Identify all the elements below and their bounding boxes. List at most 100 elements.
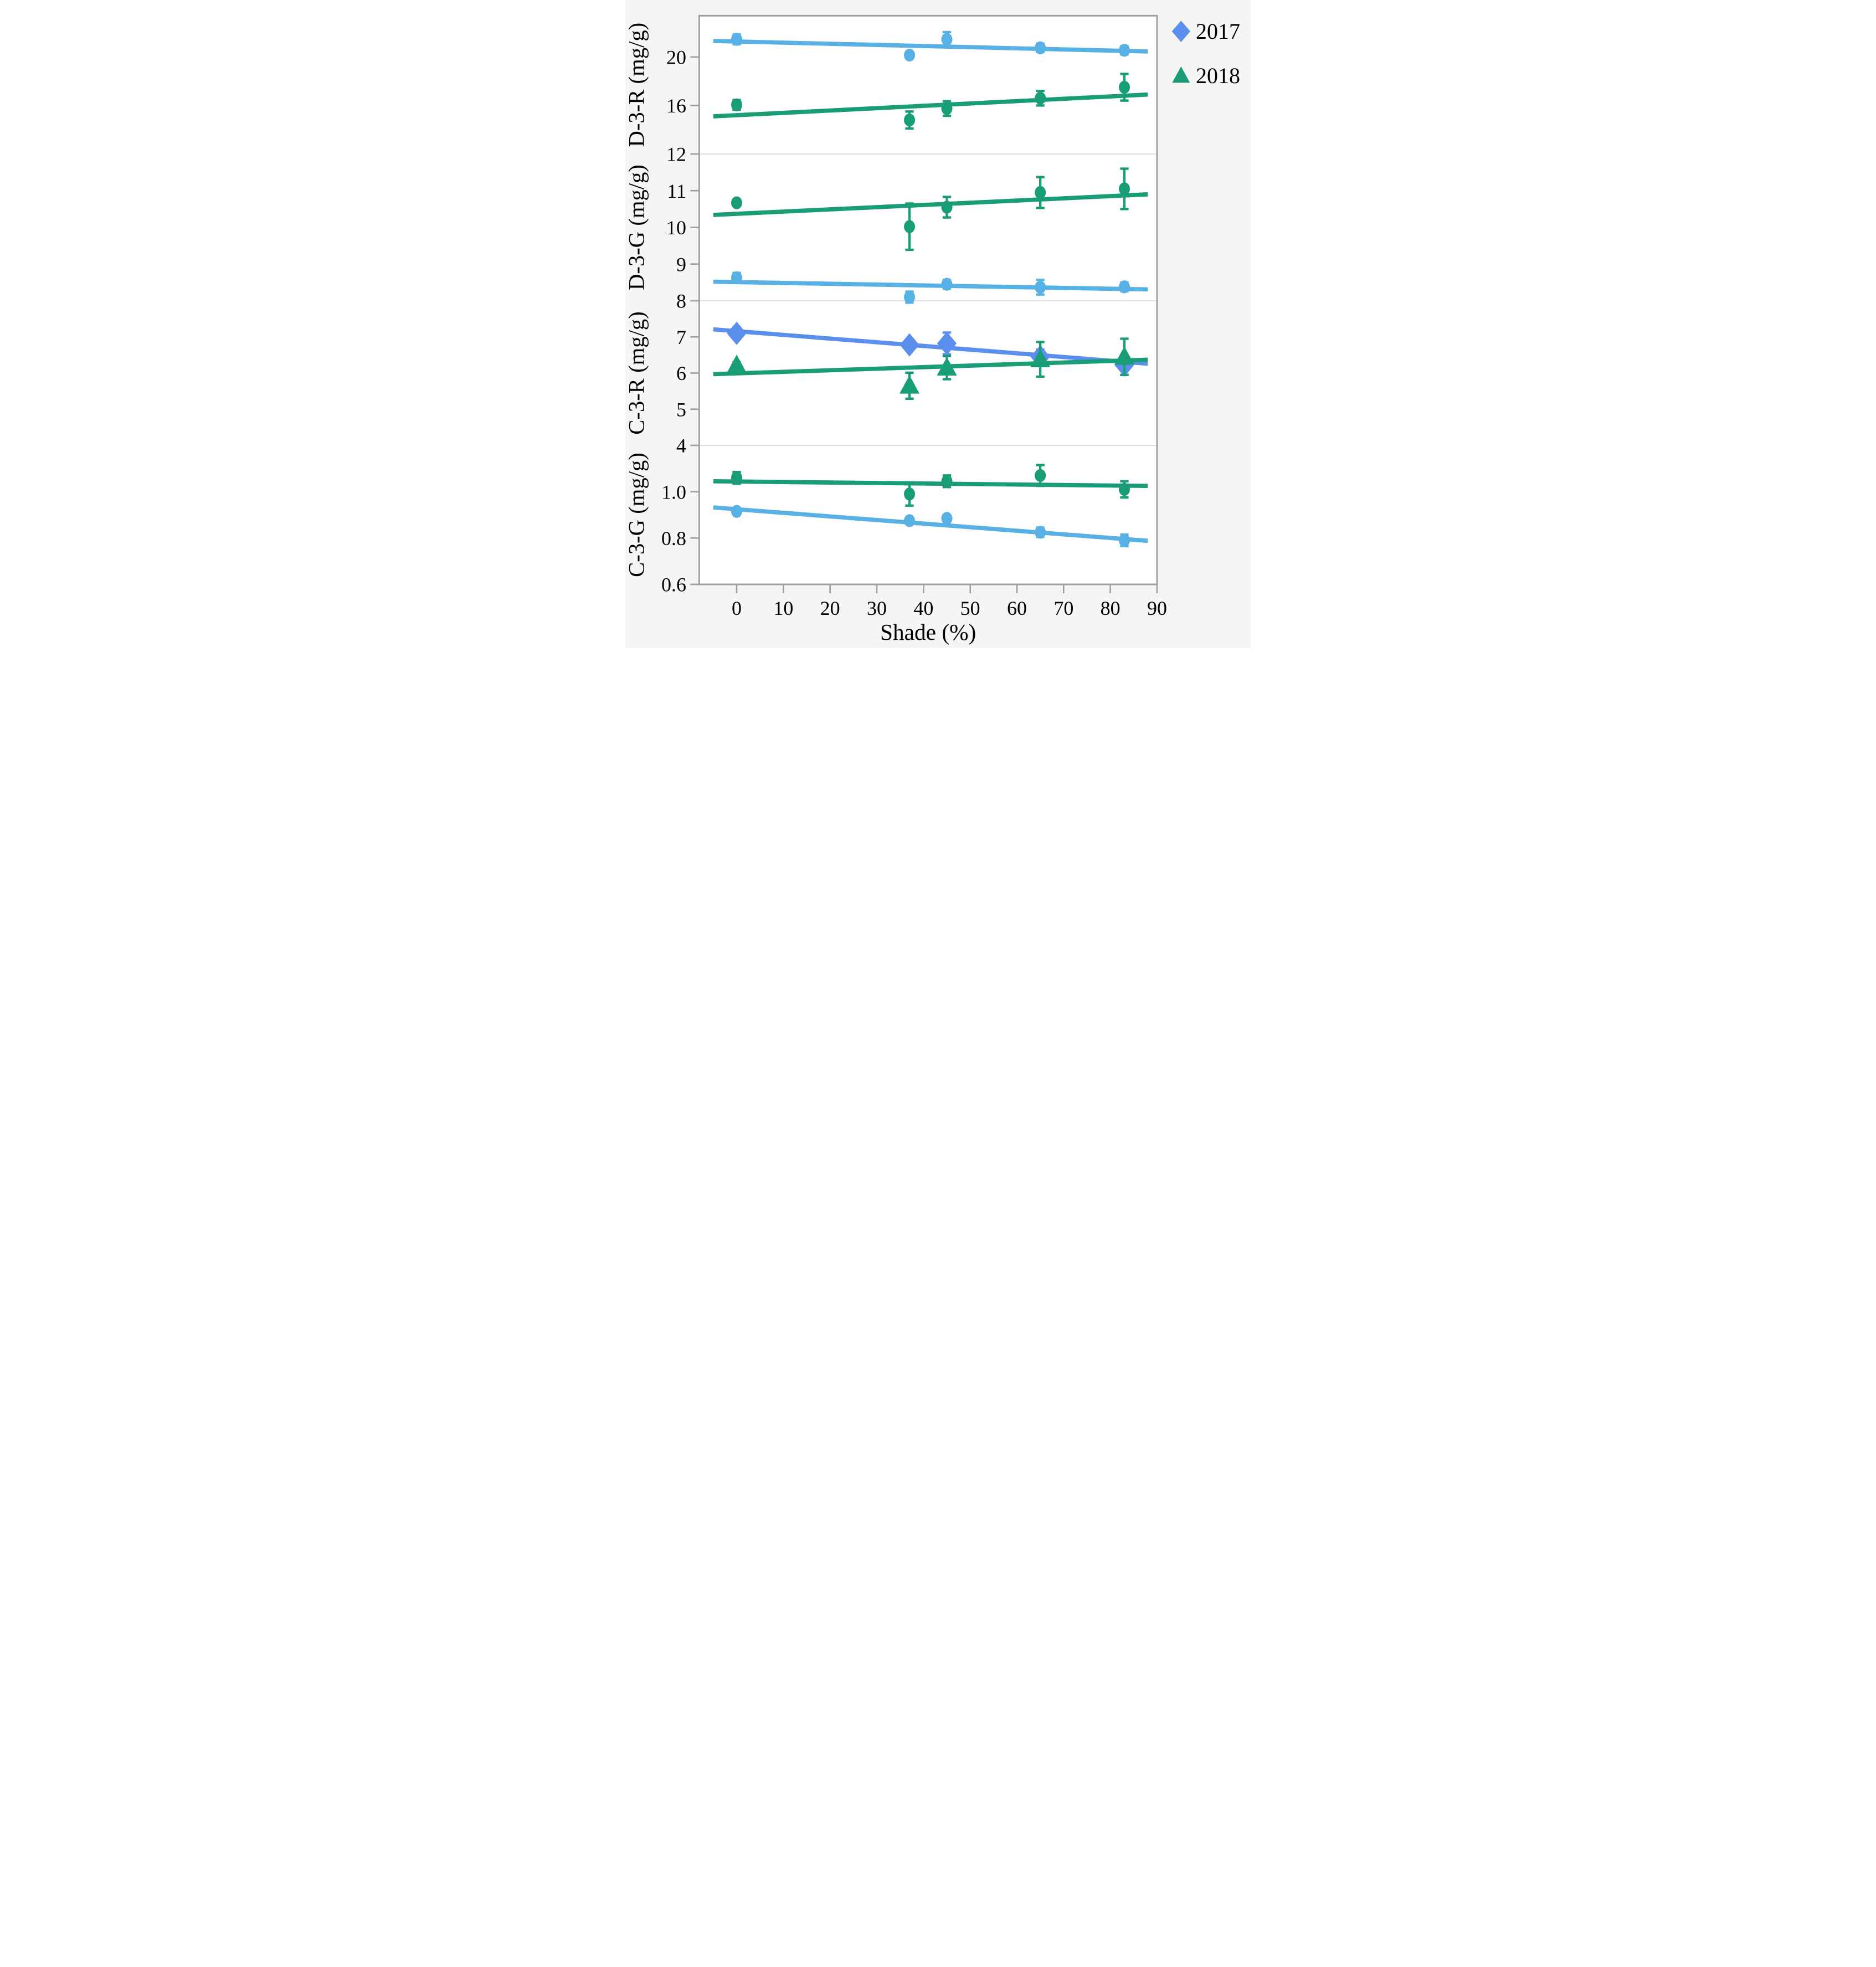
x-tick-label: 0 (732, 597, 742, 619)
y-axis-title: D-3-G (mg/g) (625, 165, 649, 290)
data-point-triangle (1030, 348, 1051, 368)
x-tick-label: 50 (960, 597, 980, 619)
data-point-circle (941, 102, 953, 115)
x-tick-label: 10 (773, 597, 793, 619)
data-point-circle (1118, 280, 1130, 294)
legend-label: 2018 (1196, 63, 1240, 88)
legend-label: 2017 (1196, 19, 1240, 44)
y-tick-label: 0.8 (661, 527, 686, 549)
data-point-circle (1118, 182, 1130, 196)
x-axis-title: Shade (%) (880, 619, 976, 645)
fit-line (713, 479, 1148, 489)
legend-item-2018: 2018 (1172, 63, 1240, 88)
panel-c-3-r: 7 6 5 4 C-3-R (mg/g) (625, 311, 1148, 457)
data-point-circle (731, 271, 743, 284)
data-point-triangle (937, 357, 957, 376)
series-2018 (713, 73, 1148, 130)
fit-line (713, 279, 1148, 292)
series-2018 (713, 167, 1148, 251)
y-tick-label: 12 (666, 143, 686, 166)
data-point-circle (731, 505, 743, 518)
y-tick-label: 1.0 (661, 481, 686, 503)
data-point-diamond (727, 321, 747, 345)
panel-d-3-r: 20 16 12 D-3-R (mg/g) (625, 23, 1148, 166)
data-point-circle (941, 475, 953, 488)
data-point-diamond (900, 333, 919, 357)
data-point-circle (731, 471, 743, 485)
data-point-circle (904, 290, 916, 304)
data-point-circle (941, 278, 953, 291)
x-axis: 0 10 20 30 40 50 60 70 80 90 Shade (%) (732, 584, 1167, 645)
y-tick-label: 9 (676, 253, 686, 275)
fit-line (713, 327, 1148, 366)
data-point-triangle (1114, 346, 1134, 365)
x-tick-label: 40 (913, 597, 933, 619)
legend-item-2017: 2017 (1171, 19, 1240, 44)
fit-line (713, 505, 1148, 543)
data-point-diamond (937, 331, 957, 355)
data-point-circle (904, 114, 916, 127)
y-tick-label: 5 (676, 398, 686, 420)
data-point-circle (1118, 533, 1130, 547)
plot-area (699, 16, 1157, 584)
x-tick-label: 70 (1053, 597, 1073, 619)
y-tick-label: 16 (666, 95, 686, 117)
data-point-circle (1118, 44, 1130, 57)
fit-line (713, 92, 1148, 119)
series-2018 (713, 464, 1148, 507)
data-point-circle (1035, 469, 1046, 482)
data-point-circle (1035, 41, 1046, 55)
plot-border (698, 14, 1158, 586)
panel-boundaries (699, 153, 1157, 446)
data-point-circle (904, 220, 916, 233)
data-point-circle (941, 33, 953, 46)
y-tick-label: 4 (676, 435, 686, 457)
x-tick-label: 90 (1147, 597, 1167, 619)
fit-line (713, 192, 1148, 217)
legend-diamond-icon (1171, 20, 1190, 42)
series-2017 (713, 30, 1148, 62)
data-point-triangle (900, 375, 920, 394)
data-point-circle (1035, 526, 1046, 539)
data-point-circle (941, 201, 953, 214)
y-tick-label: 20 (666, 46, 686, 68)
data-point-circle (731, 98, 743, 111)
data-point-triangle (727, 355, 747, 373)
y-tick-label: 0.6 (661, 574, 686, 596)
legend: 2017 2018 (1171, 19, 1240, 88)
data-point-circle (1118, 482, 1130, 496)
data-point-circle (904, 487, 916, 501)
y-axis-title: C-3-G (mg/g) (625, 453, 649, 577)
y-axis-title: C-3-R (mg/g) (625, 311, 649, 434)
y-tick-label: 8 (676, 290, 686, 312)
bottom-margin (625, 648, 1251, 656)
data-point-circle (941, 512, 953, 525)
y-tick-label: 6 (676, 362, 686, 384)
data-point-circle (1035, 280, 1046, 294)
x-tick-label: 20 (820, 597, 840, 619)
x-tick-label: 60 (1007, 597, 1027, 619)
anthocyanin-shade-figure: 20 16 12 D-3-R (mg/g) 11 10 9 8 D-3-G (mg/g) 7 6 5 4… (625, 0, 1251, 656)
data-point-circle (731, 196, 743, 209)
series-2017 (713, 271, 1148, 304)
y-tick-label: 7 (676, 326, 686, 348)
chart-svg: 20 16 12 D-3-R (mg/g) 11 10 9 8 D-3-G (mg/g) 7 6 5 4… (625, 0, 1251, 656)
panel-c-3-g: 1.0 0.8 0.6 C-3-G (mg/g) (625, 453, 1148, 596)
legend-triangle-icon (1172, 66, 1190, 83)
fit-line (713, 39, 1148, 54)
fit-line (713, 357, 1148, 377)
data-point-circle (1118, 80, 1130, 94)
x-tick-label: 80 (1101, 597, 1121, 619)
data-point-circle (731, 33, 743, 46)
y-axis-title: D-3-R (mg/g) (625, 23, 649, 147)
y-tick-label: 10 (666, 217, 686, 239)
panel-d-3-g: 11 10 9 8 D-3-G (mg/g) (625, 165, 1148, 312)
data-point-circle (904, 48, 916, 62)
data-point-circle (904, 514, 916, 527)
y-tick-label: 11 (667, 180, 686, 202)
data-point-circle (1035, 186, 1046, 199)
series-2018 (713, 337, 1148, 400)
series-2017 (713, 505, 1148, 548)
data-point-circle (1035, 91, 1046, 105)
x-tick-label: 30 (867, 597, 887, 619)
